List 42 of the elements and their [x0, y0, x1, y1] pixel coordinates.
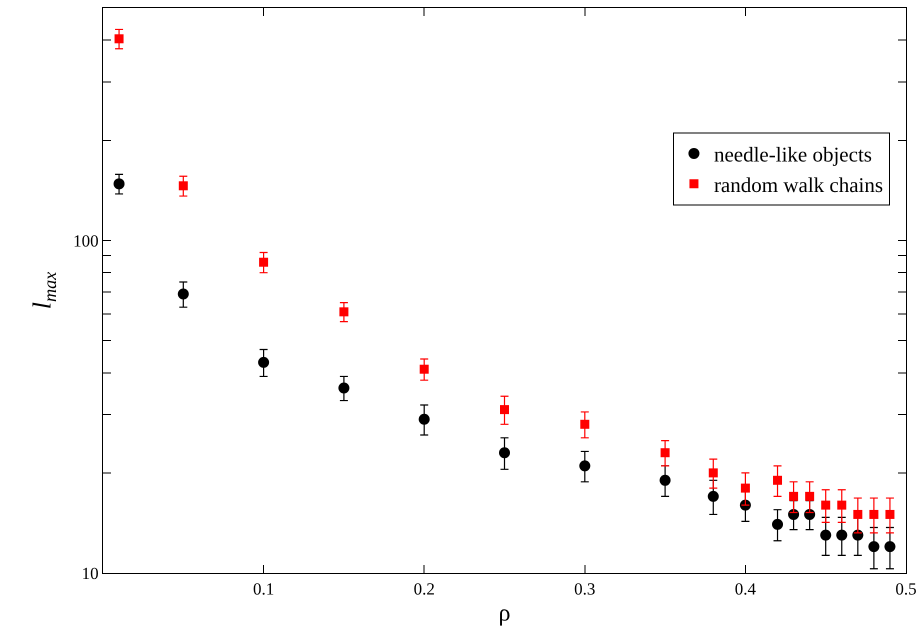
point	[773, 476, 782, 485]
point	[420, 364, 429, 374]
x-tick-label: 0.2	[414, 579, 435, 598]
point	[805, 492, 814, 501]
point	[884, 541, 896, 552]
point	[499, 447, 510, 458]
point	[579, 460, 590, 472]
point	[789, 492, 798, 501]
x-axis-title: ρ	[498, 600, 510, 627]
point	[114, 34, 124, 44]
legend-label: random walk chains	[714, 172, 884, 197]
point	[258, 356, 270, 368]
point	[821, 500, 830, 510]
point	[500, 405, 509, 414]
point	[836, 530, 848, 541]
x-tick-label: 0.3	[574, 579, 596, 598]
x-tick-label: 0.1	[252, 579, 274, 598]
point	[740, 484, 750, 493]
point	[660, 474, 671, 486]
point	[580, 420, 590, 429]
point	[708, 468, 718, 478]
point	[339, 307, 348, 316]
point	[772, 518, 784, 530]
point	[885, 510, 894, 519]
point	[853, 510, 862, 519]
point	[660, 448, 670, 458]
y-tick-label: 10	[82, 564, 99, 583]
y-tick-label: 100	[73, 231, 99, 250]
point	[178, 181, 188, 190]
point	[837, 500, 846, 510]
point	[868, 541, 880, 552]
point	[114, 178, 125, 190]
legend-label: needle-like objects	[714, 142, 872, 167]
x-tick-label: 0.4	[734, 579, 757, 598]
point	[869, 510, 878, 519]
point	[418, 414, 430, 425]
x-tick-label: 0.5	[895, 579, 917, 598]
point	[338, 382, 350, 394]
point	[820, 530, 832, 541]
point	[178, 288, 189, 300]
point	[708, 490, 719, 502]
point	[259, 258, 268, 267]
